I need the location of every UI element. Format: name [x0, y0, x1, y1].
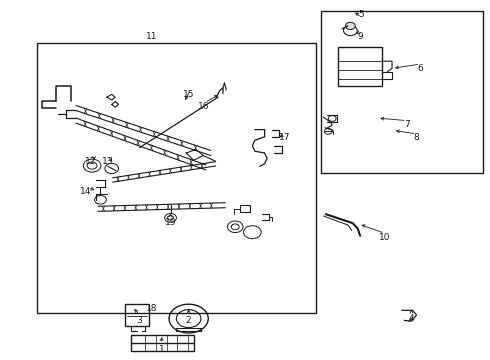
- Text: 15: 15: [183, 90, 195, 99]
- Text: 2: 2: [186, 316, 192, 325]
- Text: 9: 9: [357, 32, 363, 41]
- Bar: [176, 328, 201, 331]
- Text: 5: 5: [359, 10, 365, 19]
- Bar: [131, 335, 194, 351]
- Text: 19: 19: [165, 218, 176, 227]
- Bar: [37, 43, 316, 313]
- Text: 1: 1: [159, 345, 165, 354]
- Text: 4: 4: [409, 314, 415, 323]
- Text: 17: 17: [279, 133, 291, 142]
- Text: 14: 14: [80, 187, 92, 196]
- Bar: [321, 11, 483, 173]
- Circle shape: [345, 22, 355, 30]
- Text: 13: 13: [102, 157, 114, 166]
- Text: 6: 6: [417, 64, 423, 73]
- Text: 8: 8: [414, 133, 419, 142]
- Text: 18: 18: [146, 304, 158, 313]
- Text: 11: 11: [146, 32, 158, 41]
- Bar: [125, 304, 149, 326]
- Text: 16: 16: [197, 102, 209, 111]
- Text: 10: 10: [379, 233, 391, 242]
- Bar: [338, 47, 382, 86]
- Text: 7: 7: [404, 120, 410, 129]
- Text: 3: 3: [137, 316, 143, 325]
- Text: 12: 12: [85, 157, 97, 166]
